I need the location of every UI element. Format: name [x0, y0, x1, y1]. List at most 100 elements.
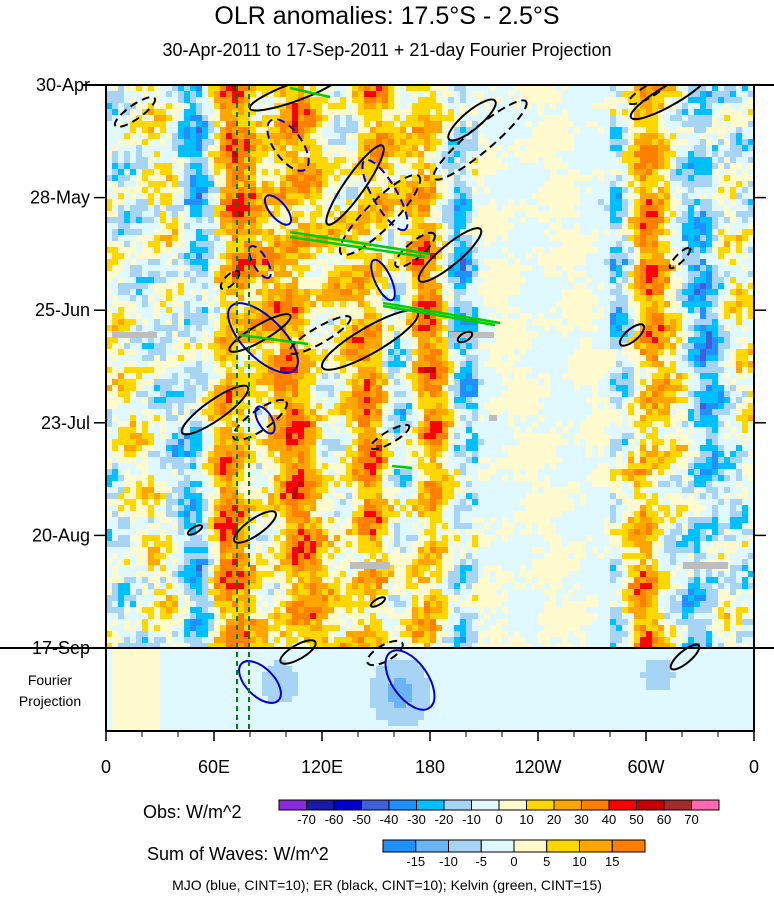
- field-cell: [496, 85, 502, 91]
- field-cell: [490, 91, 496, 97]
- field-cell: [538, 97, 544, 103]
- field-cell: [526, 253, 532, 259]
- field-cell: [502, 253, 508, 259]
- field-cell: [418, 313, 424, 319]
- field-cell: [340, 289, 346, 295]
- field-cell: [580, 91, 586, 97]
- field-cell: [304, 145, 310, 151]
- field-cell: [136, 259, 142, 265]
- field-cell: [208, 193, 214, 199]
- field-cell: [496, 253, 502, 259]
- field-cell: [472, 343, 478, 349]
- field-cell: [742, 133, 748, 139]
- field-cell: [616, 193, 622, 199]
- field-cell: [208, 163, 214, 169]
- field-cell: [142, 133, 148, 139]
- field-cell: [202, 163, 208, 169]
- field-cell: [232, 127, 238, 133]
- field-cell: [436, 307, 442, 313]
- field-cell: [118, 145, 124, 151]
- field-cell: [532, 115, 538, 121]
- field-cell: [172, 133, 178, 139]
- field-cell: [412, 283, 418, 289]
- field-cell: [328, 199, 334, 205]
- field-cell: [640, 163, 646, 169]
- field-cell: [118, 277, 124, 283]
- field-cell: [694, 301, 700, 307]
- field-cell: [466, 235, 472, 241]
- field-cell: [706, 175, 712, 181]
- field-cell: [328, 271, 334, 277]
- field-cell: [694, 331, 700, 337]
- field-cell: [112, 127, 118, 133]
- field-cell: [604, 313, 610, 319]
- field-cell: [400, 91, 406, 97]
- field-cell: [184, 295, 190, 301]
- field-cell: [238, 199, 244, 205]
- field-cell: [352, 145, 358, 151]
- field-cell: [730, 331, 736, 337]
- field-cell: [562, 175, 568, 181]
- field-cell: [310, 187, 316, 193]
- field-cell: [220, 181, 226, 187]
- field-cell: [544, 205, 550, 211]
- field-cell: [436, 337, 442, 343]
- field-cell: [736, 193, 742, 199]
- field-cell: [520, 235, 526, 241]
- field-cell: [598, 181, 604, 187]
- field-cell: [610, 235, 616, 241]
- field-cell: [604, 115, 610, 121]
- field-cell: [694, 181, 700, 187]
- field-cell: [226, 241, 232, 247]
- field-cell: [640, 301, 646, 307]
- field-cell: [310, 157, 316, 163]
- field-cell: [400, 259, 406, 265]
- field-cell: [712, 355, 718, 361]
- field-cell: [628, 289, 634, 295]
- field-cell: [586, 109, 592, 115]
- field-cell: [592, 241, 598, 247]
- field-cell: [190, 157, 196, 163]
- field-cell: [472, 307, 478, 313]
- field-cell: [424, 265, 430, 271]
- field-cell: [610, 175, 616, 181]
- field-cell: [718, 181, 724, 187]
- field-cell: [238, 103, 244, 109]
- field-cell: [688, 301, 694, 307]
- field-cell: [340, 217, 346, 223]
- field-cell: [148, 295, 154, 301]
- field-cell: [646, 127, 652, 133]
- field-cell: [394, 91, 400, 97]
- field-cell: [634, 235, 640, 241]
- field-cell: [538, 277, 544, 283]
- field-cell: [142, 85, 148, 91]
- field-cell: [574, 307, 580, 313]
- field-cell: [748, 307, 754, 313]
- field-cell: [172, 325, 178, 331]
- field-cell: [208, 361, 214, 367]
- field-cell: [520, 103, 526, 109]
- field-cell: [352, 91, 358, 97]
- field-cell: [706, 109, 712, 115]
- field-cell: [154, 127, 160, 133]
- field-cell: [598, 217, 604, 223]
- field-cell: [568, 103, 574, 109]
- field-cell: [748, 229, 754, 235]
- field-cell: [208, 277, 214, 283]
- field-cell: [712, 121, 718, 127]
- field-cell: [418, 181, 424, 187]
- field-cell: [592, 271, 598, 277]
- field-cell: [214, 151, 220, 157]
- field-cell: [388, 289, 394, 295]
- field-cell: [658, 133, 664, 139]
- field-cell: [352, 355, 358, 361]
- field-cell: [484, 133, 490, 139]
- field-cell: [718, 175, 724, 181]
- field-cell: [394, 97, 400, 103]
- field-cell: [112, 181, 118, 187]
- field-cell: [508, 343, 514, 349]
- field-cell: [616, 151, 622, 157]
- field-cell: [226, 265, 232, 271]
- field-cell: [166, 337, 172, 343]
- field-cell: [688, 139, 694, 145]
